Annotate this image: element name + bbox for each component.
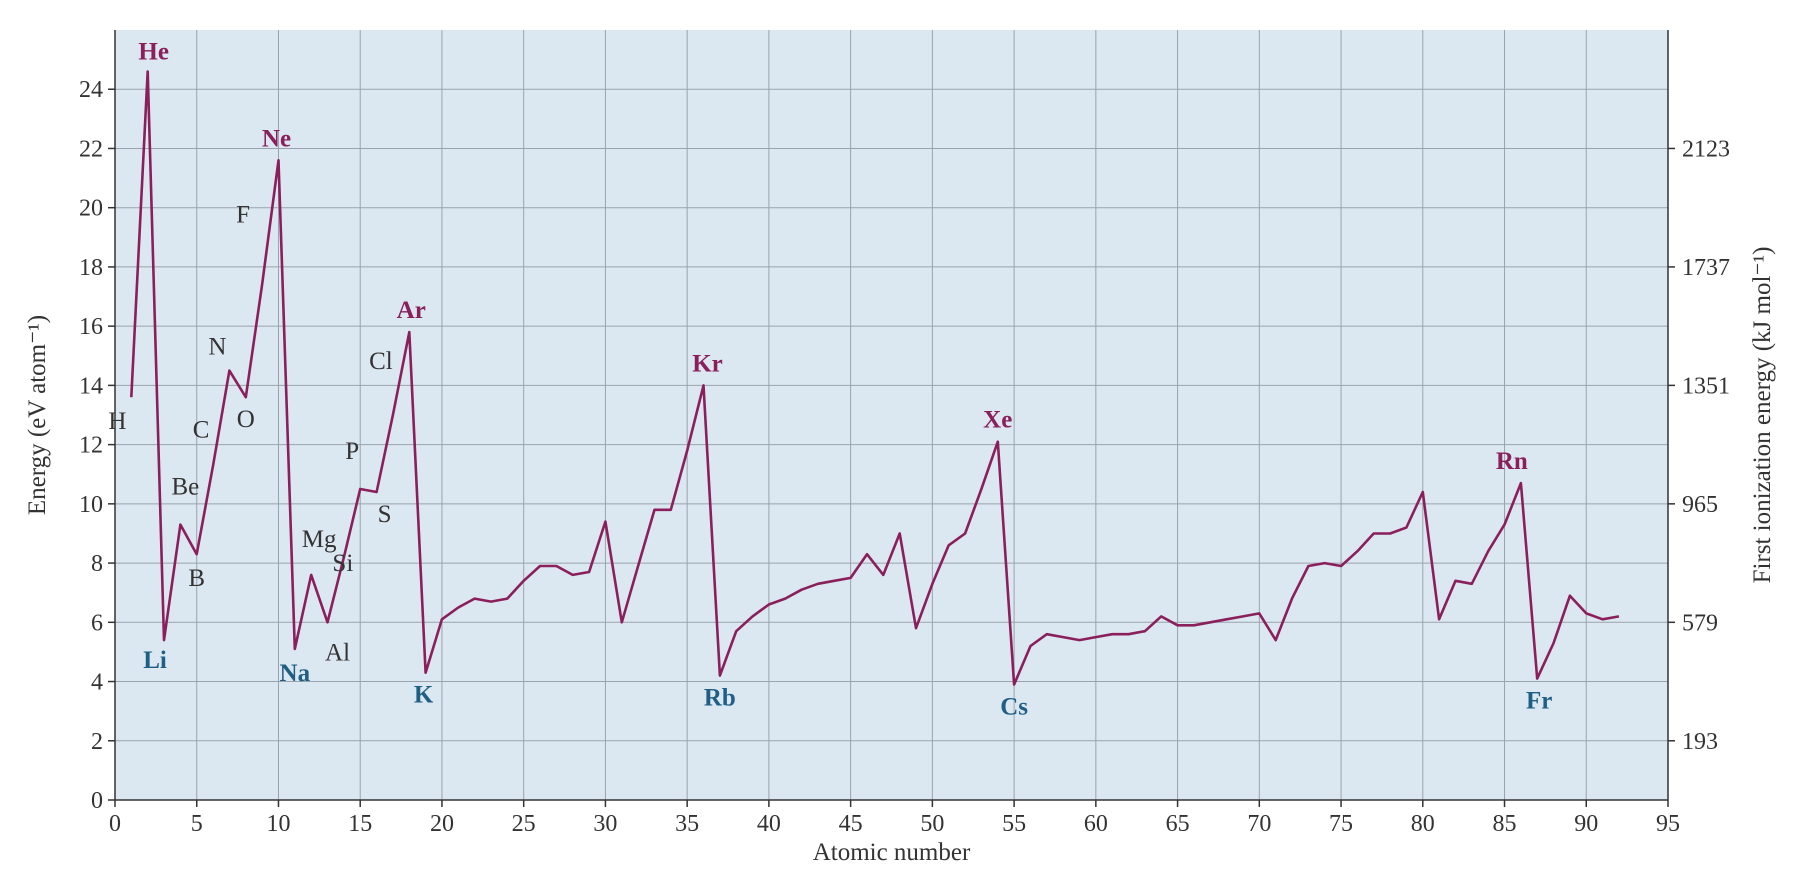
y-tick-label: 8 [91,551,103,577]
element-label: Si [332,550,353,577]
y-tick-label: 2 [91,729,103,755]
element-label: S [378,501,392,528]
x-tick-label: 50 [920,811,944,837]
element-label: Kr [692,350,723,377]
element-label: O [237,406,255,433]
y2-axis-title: First ionization energy (kJ mol⁻¹) [1749,247,1776,584]
y2-tick-label: 1737 [1682,255,1730,281]
x-tick-label: 55 [1002,811,1026,837]
element-label: F [236,202,250,229]
element-label: Na [280,660,311,687]
x-tick-label: 20 [430,811,454,837]
x-tick-label: 35 [675,811,699,837]
y2-tick-label: 2123 [1682,136,1730,162]
y-axis-title: Energy (eV atom⁻¹) [24,315,51,515]
series-line [130,70,1620,686]
element-label: N [208,334,226,361]
y-tick-label: 20 [79,196,103,222]
y2-tick-label: 193 [1682,729,1718,755]
y-tick-label: 0 [91,788,103,814]
element-label: Mg [302,526,337,553]
element-label: Cs [1000,694,1028,721]
y-tick-label: 24 [79,77,103,103]
y2-tick-label: 965 [1682,492,1718,518]
y-tick-label: 6 [91,610,103,636]
y2-tick-label: 579 [1682,610,1718,636]
y2-tick-label: 1351 [1682,373,1730,399]
x-tick-label: 40 [757,811,781,837]
element-label: Ne [262,125,291,152]
element-label: Cl [369,348,393,375]
element-label: C [193,416,210,443]
x-tick-label: 80 [1411,811,1435,837]
y-tick-label: 12 [79,433,103,459]
plot-area [115,30,1668,800]
element-label: He [138,38,169,65]
axes: 0 5 10 15 20 25 30 35 40 45 50 55 60 65 70 75 80 85 90 95 0 2… [79,30,1730,837]
y-tick-label: 18 [79,255,103,281]
x-tick-label: 45 [839,811,863,837]
x-tick-label: 75 [1329,811,1353,837]
element-label: B [188,565,205,592]
x-tick-label: 90 [1574,811,1598,837]
x-tick-label: 70 [1247,811,1271,837]
x-tick-label: 60 [1084,811,1108,837]
element-label: Rn [1496,448,1528,475]
element-label: Rb [704,685,736,712]
x-tick-label: 5 [191,811,203,837]
element-label: Xe [983,407,1012,434]
x-tick-label: 95 [1656,811,1680,837]
y-tick-label: 14 [79,373,103,399]
x-tick-label: 10 [266,811,290,837]
element-label: H [108,408,126,435]
element-label: Fr [1526,688,1552,715]
element-label: Ar [397,297,426,324]
x-axis-title: Atomic number [813,839,971,866]
series [130,70,1620,686]
grid [115,30,1668,800]
y-tick-label: 10 [79,492,103,518]
x-tick-label: 85 [1493,811,1517,837]
element-label: Li [143,647,167,674]
x-tick-label: 0 [109,811,121,837]
element-label: Al [325,639,350,666]
x-tick-label: 15 [348,811,372,837]
element-label: Be [171,474,199,501]
x-tick-label: 30 [593,811,617,837]
y-tick-label: 22 [79,136,103,162]
x-tick-label: 25 [512,811,536,837]
element-label: K [414,682,434,709]
element-label: P [345,438,359,465]
y-tick-label: 4 [91,670,103,696]
y-tick-label: 16 [79,314,103,340]
x-tick-label: 65 [1166,811,1190,837]
